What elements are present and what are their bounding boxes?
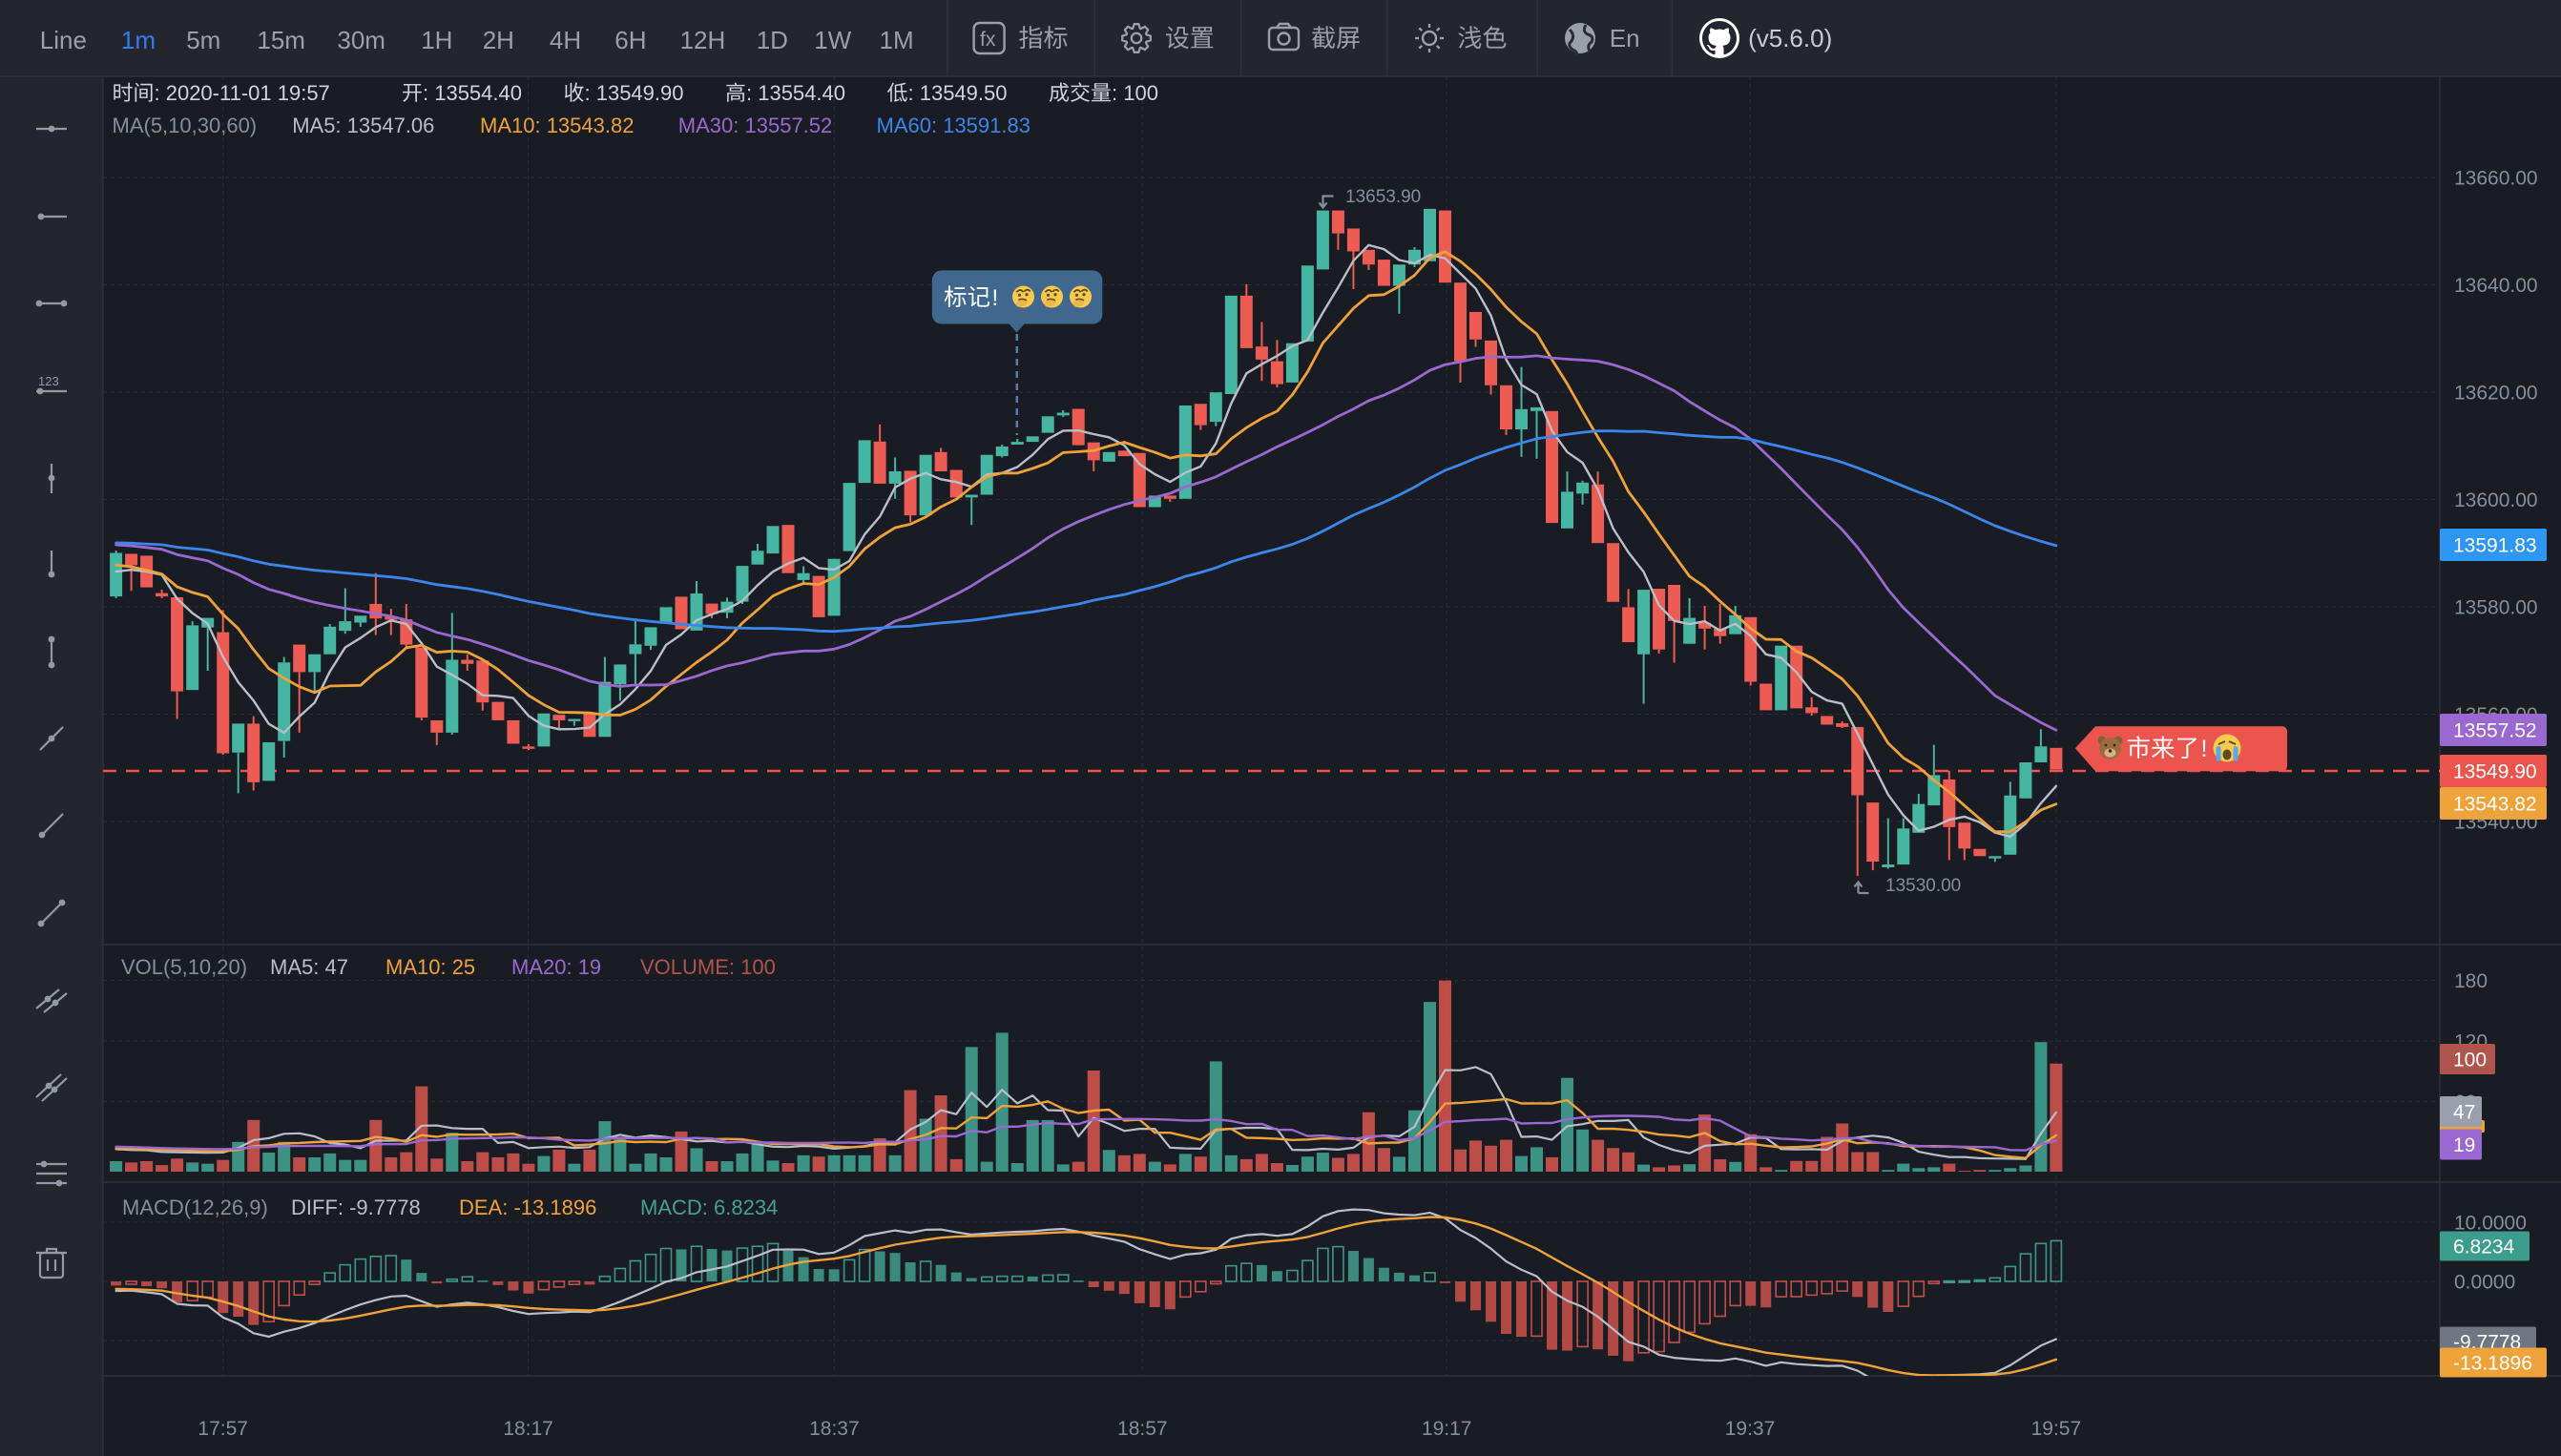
svg-text:30m: 30m bbox=[337, 26, 385, 54]
svg-text:13580.00: 13580.00 bbox=[2454, 597, 2538, 619]
svg-text:13543.82: 13543.82 bbox=[2453, 794, 2537, 816]
svg-text:19:57: 19:57 bbox=[2031, 1418, 2082, 1440]
svg-text:DEA: -13.1896: DEA: -13.1896 bbox=[459, 1196, 596, 1219]
svg-text:0.0000: 0.0000 bbox=[2454, 1272, 2515, 1294]
svg-text:13557.52: 13557.52 bbox=[2453, 720, 2537, 742]
svg-text:Line: Line bbox=[40, 26, 87, 54]
svg-text:MA5: 47: MA5: 47 bbox=[270, 955, 348, 979]
svg-text:13620.00: 13620.00 bbox=[2454, 383, 2538, 405]
svg-text:19: 19 bbox=[2453, 1134, 2475, 1156]
svg-text:19:37: 19:37 bbox=[1725, 1418, 1776, 1440]
svg-text:MA20: 19: MA20: 19 bbox=[511, 955, 601, 979]
svg-text:13640.00: 13640.00 bbox=[2454, 275, 2538, 297]
svg-text:fx: fx bbox=[980, 29, 996, 51]
svg-text:5m: 5m bbox=[186, 26, 220, 54]
svg-text:1M: 1M bbox=[880, 26, 914, 54]
svg-text:!: ! bbox=[992, 285, 999, 311]
svg-text:VOLUME: 100: VOLUME: 100 bbox=[640, 955, 776, 979]
svg-text:-13.1896: -13.1896 bbox=[2453, 1353, 2532, 1375]
svg-text:13591.83: 13591.83 bbox=[2453, 535, 2537, 557]
svg-text:17:57: 17:57 bbox=[198, 1418, 248, 1440]
svg-text:MA5: 13547.06: MA5: 13547.06 bbox=[292, 114, 434, 137]
svg-text:18:57: 18:57 bbox=[1117, 1418, 1168, 1440]
svg-text:1m: 1m bbox=[121, 26, 156, 54]
svg-text:47: 47 bbox=[2453, 1102, 2475, 1124]
svg-text:1W: 1W bbox=[814, 26, 851, 54]
svg-text:180: 180 bbox=[2454, 970, 2488, 992]
svg-text:: 13549.50: : 13549.50 bbox=[908, 81, 1008, 105]
svg-text:MACD(12,26,9): MACD(12,26,9) bbox=[122, 1196, 268, 1219]
svg-text:MA10: 13543.82: MA10: 13543.82 bbox=[480, 114, 634, 137]
svg-text:2H: 2H bbox=[483, 26, 514, 54]
svg-text:: 100: : 100 bbox=[1112, 81, 1158, 105]
svg-text:6H: 6H bbox=[614, 26, 646, 54]
svg-text:: 13549.90: : 13549.90 bbox=[585, 81, 684, 105]
svg-text:13660.00: 13660.00 bbox=[2454, 168, 2538, 190]
svg-text:100: 100 bbox=[2453, 1050, 2487, 1071]
svg-text:13549.90: 13549.90 bbox=[2453, 761, 2537, 783]
svg-text:13600.00: 13600.00 bbox=[2454, 489, 2538, 511]
svg-text:En: En bbox=[1610, 24, 1640, 52]
svg-text:18:17: 18:17 bbox=[503, 1418, 553, 1440]
svg-text:123: 123 bbox=[38, 374, 59, 388]
svg-text:VOL(5,10,20): VOL(5,10,20) bbox=[121, 955, 247, 979]
svg-text:4H: 4H bbox=[550, 26, 581, 54]
svg-text:15m: 15m bbox=[257, 26, 305, 54]
svg-text:19:17: 19:17 bbox=[1422, 1418, 1472, 1440]
svg-text:12H: 12H bbox=[680, 26, 726, 54]
svg-text:: 2020-11-01 19:57: : 2020-11-01 19:57 bbox=[155, 81, 330, 105]
svg-text:!: ! bbox=[2201, 736, 2208, 762]
svg-text:MA60: 13591.83: MA60: 13591.83 bbox=[877, 114, 1031, 137]
svg-text:MA30: 13557.52: MA30: 13557.52 bbox=[678, 114, 832, 137]
svg-text:DIFF: -9.7778: DIFF: -9.7778 bbox=[291, 1196, 421, 1219]
svg-text:6.8234: 6.8234 bbox=[2453, 1237, 2515, 1258]
svg-text:1H: 1H bbox=[421, 26, 452, 54]
svg-text:: 13554.40: : 13554.40 bbox=[746, 81, 845, 105]
svg-text:(v5.6.0): (v5.6.0) bbox=[1748, 24, 1832, 52]
svg-text:MA10: 25: MA10: 25 bbox=[385, 955, 475, 979]
svg-text:18:37: 18:37 bbox=[809, 1418, 860, 1440]
svg-text:1D: 1D bbox=[757, 26, 788, 54]
svg-text:MACD: 6.8234: MACD: 6.8234 bbox=[640, 1196, 778, 1219]
svg-text:13530.00: 13530.00 bbox=[1885, 876, 1961, 896]
svg-text:: 13554.40: : 13554.40 bbox=[423, 81, 522, 105]
svg-text:13653.90: 13653.90 bbox=[1345, 187, 1421, 207]
svg-text:MA(5,10,30,60): MA(5,10,30,60) bbox=[113, 114, 258, 137]
svg-text:10.0000: 10.0000 bbox=[2454, 1213, 2527, 1235]
